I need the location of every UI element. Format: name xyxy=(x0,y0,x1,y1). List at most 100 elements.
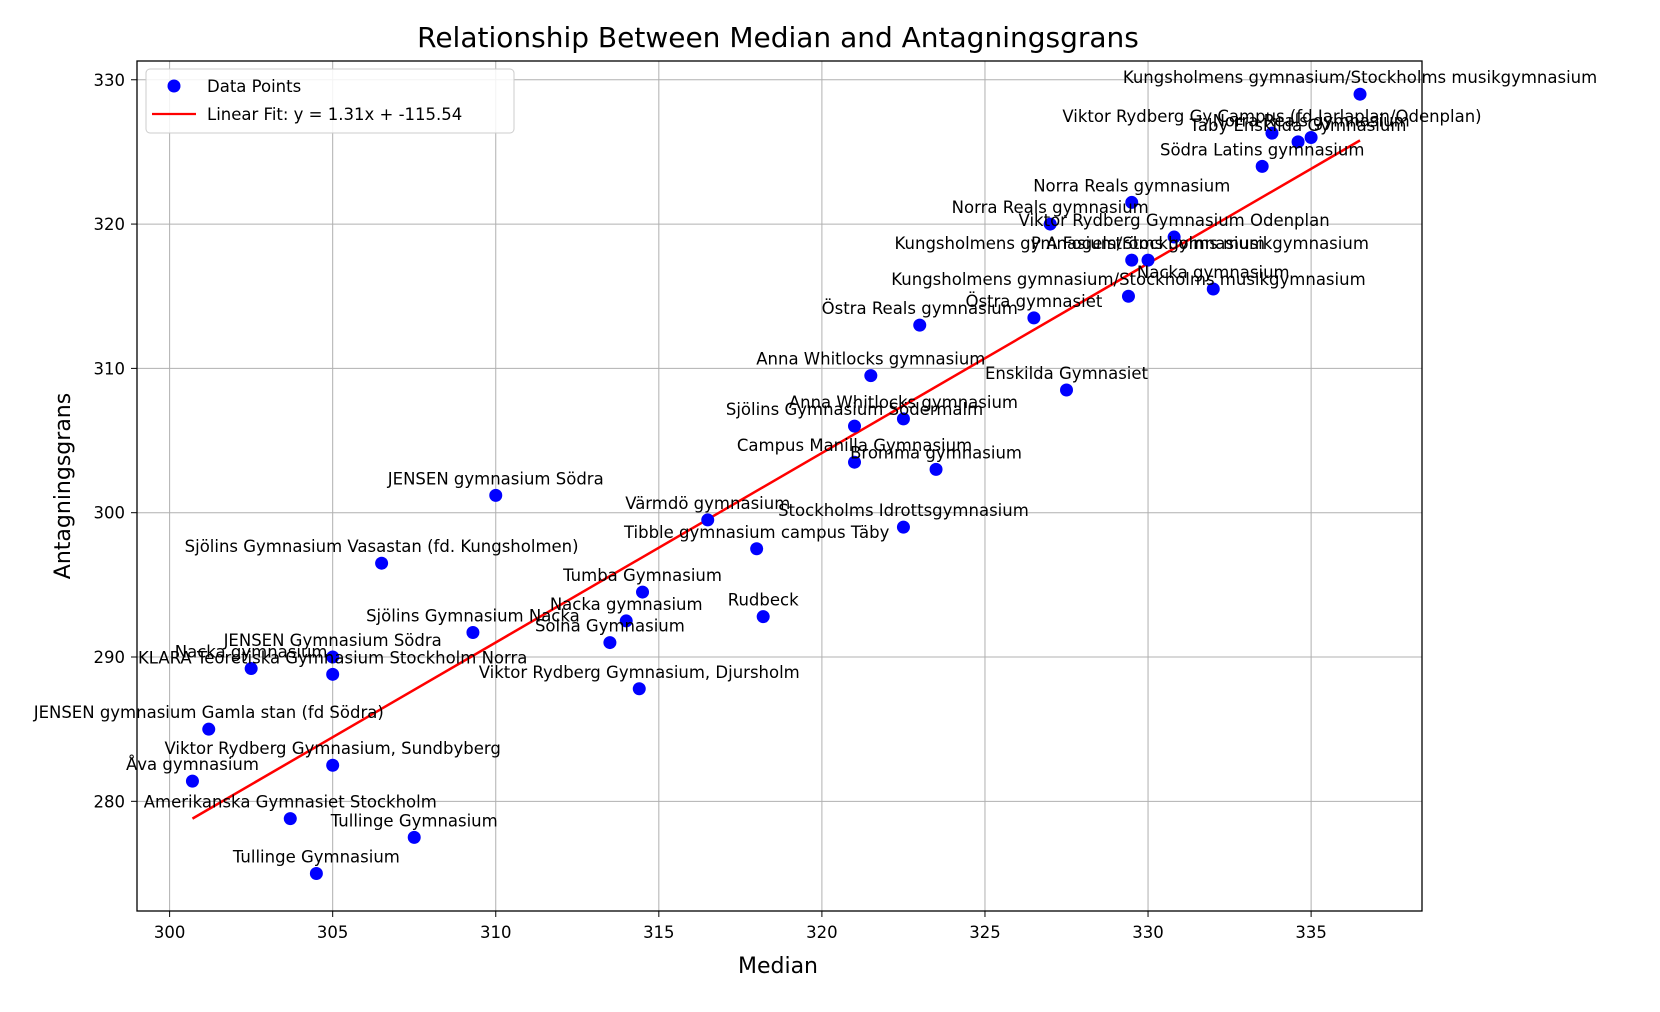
fit-line-layer xyxy=(191,139,1361,820)
data-point xyxy=(375,556,389,570)
legend-marker-points xyxy=(167,79,181,93)
x-tick-label: 300 xyxy=(154,923,186,942)
data-point xyxy=(896,412,910,426)
x-tick-label: 310 xyxy=(480,923,512,942)
data-point xyxy=(929,462,943,476)
y-tick-label: 290 xyxy=(94,648,126,667)
data-point xyxy=(1304,130,1318,144)
x-tick-label: 325 xyxy=(969,923,1001,942)
data-point-label: Tumba Gymnasium xyxy=(562,566,722,585)
data-point xyxy=(309,866,323,880)
data-point-label: Anna Whitlocks gymnasium xyxy=(756,350,985,369)
data-point-label: Bromma gymnasium xyxy=(850,443,1022,462)
data-point-label: JENSEN Gymnasium Södra xyxy=(223,631,442,650)
data-point xyxy=(864,369,878,383)
data-point-label: KLARA Teoretiska Gymnasium Stockholm Nor… xyxy=(138,648,527,667)
data-point-label: Solna Gymnasium xyxy=(535,617,685,636)
x-axis-label: Median xyxy=(738,954,818,979)
data-point xyxy=(489,488,503,502)
x-tick-label: 335 xyxy=(1295,923,1327,942)
y-axis-ticks: 280 290 300 310 320 330 xyxy=(94,71,137,811)
data-point xyxy=(619,614,633,628)
y-axis-label: Antagningsgrans xyxy=(51,393,76,579)
legend-box xyxy=(145,68,515,134)
y-tick-label: 330 xyxy=(94,71,126,90)
x-axis-ticks: 300 305 310 315 320 325 330 335 xyxy=(154,911,1327,942)
data-point xyxy=(1255,159,1269,173)
y-tick-label: 300 xyxy=(94,504,126,523)
legend: Data Points Linear Fit: y = 1.31x + -115… xyxy=(145,68,515,134)
x-tick-label: 305 xyxy=(317,923,349,942)
data-point xyxy=(1125,253,1139,267)
data-point xyxy=(603,636,617,650)
data-point-label: Tibble gymnasium campus Täby xyxy=(623,523,890,542)
data-point xyxy=(636,585,650,599)
data-point xyxy=(756,610,770,624)
data-point xyxy=(848,455,862,469)
point-labels: Kungsholmens gymnasium/Stockholms musikg… xyxy=(33,68,1598,866)
data-point-label: Norra Reals gymnasium xyxy=(1213,111,1410,130)
data-point-label: Rudbeck xyxy=(728,591,799,610)
data-point-label: Värmdö gymnasium xyxy=(625,494,790,513)
data-point xyxy=(1353,87,1367,101)
data-point xyxy=(1141,253,1155,267)
data-point-label: Campus Manilla Gymnasium xyxy=(737,436,972,455)
data-point xyxy=(1265,126,1279,140)
data-point-label: JENSEN gymnasium Gamla stan (fd Södra) xyxy=(33,703,384,722)
data-point xyxy=(1060,383,1074,397)
data-point-label: Norra Reals gymnasium xyxy=(1033,176,1230,195)
data-point-label: Östra Reals gymnasium xyxy=(822,299,1018,318)
data-point-label: Kungsholmens gymnasium/Stockholms musikg… xyxy=(895,234,1369,253)
y-tick-label: 320 xyxy=(94,215,126,234)
data-point xyxy=(1125,195,1139,209)
data-point-label: Tullinge Gymnasium xyxy=(232,847,400,866)
linear-fit-line xyxy=(191,139,1361,820)
data-point-label: Amerikanska Gymnasiet Stockholm xyxy=(144,793,437,812)
data-point xyxy=(407,830,421,844)
data-point-label: Norra Reals gymnasium xyxy=(952,198,1149,217)
plot-area-frame xyxy=(136,60,1423,912)
data-point-label: Nacka gymnasium xyxy=(175,643,328,662)
data-point-label: Täby Enskilda Gymnasium xyxy=(1189,116,1407,135)
data-point xyxy=(896,520,910,534)
data-point-label: Sjölins Gymnasium Nacka xyxy=(366,606,580,625)
legend-label-points: Data Points xyxy=(207,77,301,96)
data-point-label: Nacka gymnasium xyxy=(1137,263,1290,282)
data-point xyxy=(1291,135,1305,149)
x-tick-label: 320 xyxy=(806,923,838,942)
data-point xyxy=(326,758,340,772)
data-point-label: Åva gymnasium xyxy=(126,755,259,774)
data-points xyxy=(185,87,1367,880)
x-tick-label: 315 xyxy=(643,923,675,942)
data-point xyxy=(848,419,862,433)
data-point-label: Viktor Rydberg Gymnasium, Sundbyberg xyxy=(164,739,500,758)
data-point xyxy=(244,662,258,676)
data-point xyxy=(632,682,646,696)
data-point xyxy=(326,667,340,681)
data-point-label: Nacka gymnasium xyxy=(550,595,703,614)
data-point-label: JENSEN gymnasium Södra xyxy=(387,469,604,488)
data-point-label: P A Fogelströms gymnasium xyxy=(1031,234,1265,253)
y-tick-label: 310 xyxy=(94,359,126,378)
data-point xyxy=(1121,289,1135,303)
data-point xyxy=(1043,217,1057,231)
data-point-label: Anna Whitlocks gymnasium xyxy=(789,393,1018,412)
data-point xyxy=(466,625,480,639)
data-point-label: Sjölins Gymnasium Södermalm xyxy=(726,400,983,419)
x-tick-label: 330 xyxy=(1132,923,1164,942)
data-point-label: Viktor Rydberg Gymnasium, Djursholm xyxy=(479,663,800,682)
data-point xyxy=(913,318,927,332)
data-point-label: Viktor Rydberg Gymnasium Odenplan xyxy=(1019,211,1330,230)
data-point-label: Sjölins Gymnasium Vasastan (fd. Kungshol… xyxy=(185,537,579,556)
data-point-label: Tullinge Gymnasium xyxy=(330,811,498,830)
chart-title: Relationship Between Median and Antagnin… xyxy=(417,21,1139,54)
legend-label-fit: Linear Fit: y = 1.31x + -115.54 xyxy=(207,105,462,124)
data-point xyxy=(701,513,715,527)
data-point xyxy=(185,774,199,788)
data-point-label: Stockholms Idrottsgymnasium xyxy=(778,501,1029,520)
data-point-label: Södra Latins gymnasium xyxy=(1160,140,1364,159)
data-point-label: Viktor Rydberg Gy Campus (fd Jarlaplan/O… xyxy=(1062,107,1481,126)
data-point-label: Kungsholmens gymnasium/Stockholms musikg… xyxy=(891,270,1365,289)
